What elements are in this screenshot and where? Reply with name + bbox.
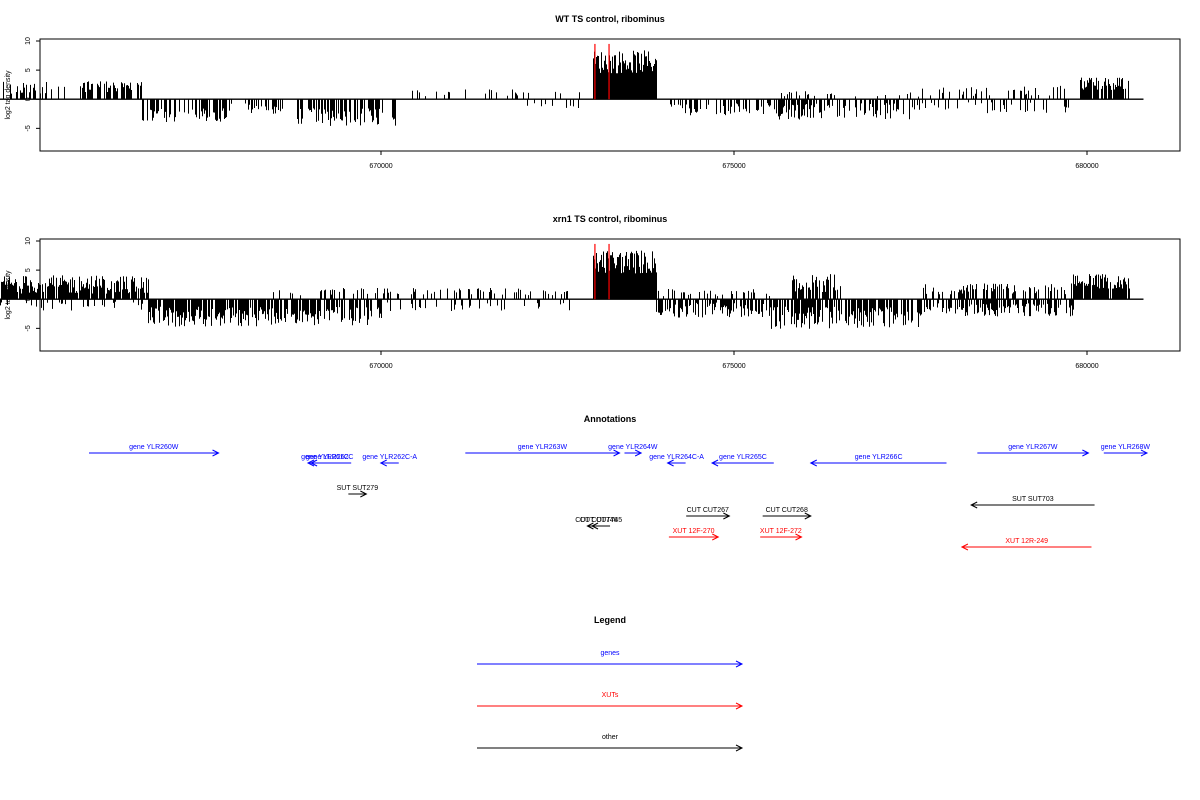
feature-label: gene YLR265C	[719, 454, 767, 461]
y-tick-label: 10	[25, 237, 32, 245]
feature-label: gene YLR261C	[301, 454, 349, 461]
y-tick-label: -5	[25, 325, 32, 331]
x-tick-label: 675000	[722, 363, 745, 370]
legend-label: other	[602, 734, 619, 741]
annotation-feature: gene YLR261C	[301, 454, 349, 467]
feature-label: CUT CUT746	[575, 517, 617, 524]
arrow-head	[710, 459, 719, 467]
annotation-feature: gene YLR265C	[710, 454, 774, 467]
x-tick-label: 670000	[369, 163, 392, 170]
feature-label: CUT CUT745	[580, 517, 622, 524]
x-tick-label: 680000	[1075, 363, 1098, 370]
annotations-title: Annotations	[584, 414, 637, 424]
x-tick-label: 675000	[722, 163, 745, 170]
legend-label: XUTs	[602, 692, 619, 699]
tag-density-bars	[3, 50, 1129, 126]
arrow-head	[634, 449, 643, 457]
feature-label: SUT SUT703	[1012, 496, 1054, 503]
arrow-head	[212, 449, 220, 457]
arrow-head	[360, 490, 368, 498]
legend-panel: Legend genes XUTs other	[477, 615, 744, 752]
feature-label: gene YLR263W	[518, 444, 568, 451]
arrow-head	[735, 702, 744, 710]
arrow-head	[1140, 449, 1149, 457]
annotation-feature: CUT CUT746	[575, 517, 618, 530]
feature-label: gene YLR262C	[306, 454, 354, 461]
feature-label: SUT SUT279	[337, 485, 379, 492]
annotation-feature: gene YLR264C-A	[649, 454, 704, 467]
feature-label: XUT 12F-272	[760, 528, 802, 535]
feature-label: gene YLR260W	[129, 444, 179, 451]
annotation-feature: gene YLR267W	[977, 444, 1090, 457]
legend-title: Legend	[594, 615, 626, 625]
arrow-head	[379, 459, 387, 467]
feature-label: XUT 12F-270	[673, 528, 715, 535]
feature-label: gene YLR267W	[1008, 444, 1058, 451]
legend-label: genes	[600, 650, 620, 657]
annotation-feature: gene YLR266C	[809, 454, 947, 467]
arrow-head	[723, 512, 731, 520]
y-tick-label: 5	[25, 68, 32, 72]
y-axis-label: log2 tag density	[5, 70, 12, 120]
annotation-feature: CUT CUT268	[762, 507, 812, 520]
chart-title: xrn1 TS control, ribominus	[553, 214, 668, 224]
feature-label: gene YLR264C-A	[649, 454, 704, 461]
annotation-feature: gene YLR262C-A	[362, 454, 417, 467]
feature-label: CUT CUT268	[766, 507, 808, 514]
feature-label: XUT 12R-249	[1005, 538, 1048, 545]
feature-label: gene YLR268W	[1101, 444, 1151, 451]
arrow-head	[1082, 449, 1090, 457]
feature-label: gene YLR264W	[608, 444, 658, 451]
annotation-feature: gene YLR268W	[1101, 444, 1151, 457]
arrow-head	[586, 522, 594, 530]
x-tick-label: 670000	[369, 363, 392, 370]
annotation-feature: XUT 12F-270	[668, 528, 720, 541]
y-tick-label: -5	[25, 125, 32, 131]
feature-label: gene YLR266C	[855, 454, 903, 461]
chart-title: WT TS control, ribominus	[555, 14, 665, 24]
feature-label: CUT CUT267	[687, 507, 729, 514]
annotation-feature: gene YLR260W	[89, 444, 220, 457]
arrow-head	[613, 449, 621, 457]
annotation-feature: SUT SUT703	[970, 496, 1095, 509]
arrow-head	[666, 459, 674, 467]
arrow-head	[735, 660, 744, 668]
annotation-feature: gene YLR263W	[465, 444, 621, 457]
feature-label: gene YLR262C-A	[362, 454, 417, 461]
arrow-head	[735, 744, 744, 752]
arrow-head	[804, 512, 812, 520]
arrow-head	[960, 543, 969, 551]
annotation-feature: XUT 12F-272	[760, 528, 803, 541]
chart-panel-1: WT TS control, ribominus log2 tag density…	[0, 14, 1181, 170]
arrow-head	[306, 459, 315, 467]
annotation-feature: XUT 12R-249	[960, 538, 1092, 551]
annotation-feature: SUT SUT279	[337, 485, 379, 498]
tag-density-bars	[0, 250, 1130, 329]
annotation-feature: gene YLR264W	[608, 444, 658, 457]
arrow-head	[309, 459, 318, 467]
arrow-head	[795, 533, 803, 541]
arrow-head	[809, 459, 818, 467]
annotation-feature: CUT CUT267	[686, 507, 731, 520]
arrow-head	[712, 533, 720, 541]
x-tick-label: 680000	[1075, 163, 1098, 170]
arrow-head	[970, 501, 978, 509]
y-tick-label: 5	[25, 268, 32, 272]
y-tick-label: 10	[25, 37, 32, 45]
